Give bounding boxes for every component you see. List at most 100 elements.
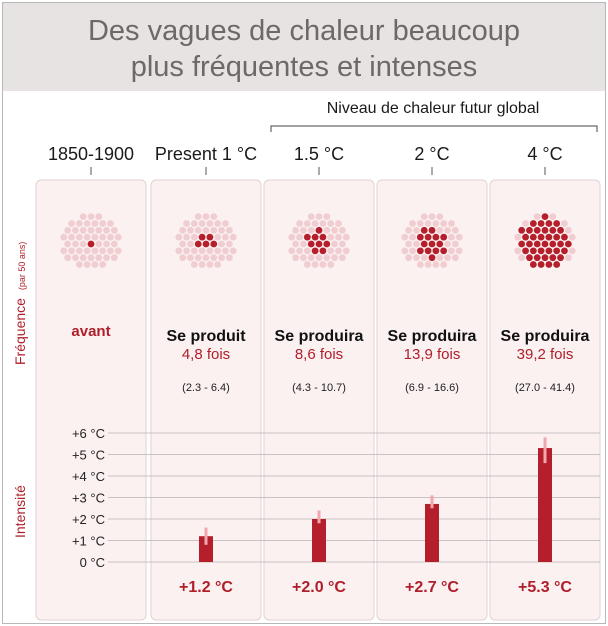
frequency-dot-0-10 — [75, 247, 83, 255]
frequency-dot-3-45 — [451, 254, 459, 262]
frequency-dot-1-34 — [225, 240, 233, 248]
frequency-dot-0-41 — [95, 213, 103, 221]
frequency-text-3: Se produira — [388, 328, 477, 345]
intensity-value-label-1: +1.2 °C — [179, 579, 233, 596]
frequency-dot-3-7 — [428, 226, 436, 234]
frequency-dot-2-23 — [296, 233, 303, 241]
frequency-dots — [60, 213, 576, 268]
frequency-dot-3-24 — [448, 233, 455, 241]
frequency-dot-3-21 — [413, 226, 420, 234]
y-tick-label-2: +2 °C — [72, 512, 105, 527]
frequency-dot-3-41 — [436, 213, 444, 221]
frequency-dot-4-43 — [561, 220, 568, 227]
frequency-dot-0-40 — [79, 213, 87, 221]
frequency-multiplier-3: 13,9 fois — [404, 346, 461, 363]
frequency-dot-1-33 — [179, 240, 187, 248]
frequency-dot-2-4 — [323, 240, 331, 248]
frequency-dot-3-48 — [401, 247, 409, 255]
frequency-dot-0-4 — [95, 240, 103, 248]
frequency-dot-4-3 — [533, 240, 541, 248]
row-label-frequency: Fréquence (par 50 ans) — [12, 242, 28, 365]
frequency-dot-4-15 — [526, 240, 533, 248]
frequency-dot-1-15 — [187, 240, 194, 248]
frequency-dot-4-13 — [533, 226, 541, 234]
intensity-value-label-3: +2.7 °C — [405, 579, 459, 596]
frequency-dot-1-11 — [214, 247, 222, 255]
frequency-dot-1-41 — [210, 213, 218, 221]
intensity-value-labels: +1.2 °C +2.0 °C +2.7 °C +5.3 °C — [179, 579, 572, 596]
frequency-dot-1-45 — [225, 254, 233, 262]
frequency-dot-3-47 — [455, 233, 463, 241]
frequency-dot-0-7 — [87, 226, 95, 234]
intensity-bars — [199, 437, 552, 562]
intensity-bar-3 — [425, 503, 439, 562]
column-card-3 — [376, 179, 488, 621]
frequency-dot-1-23 — [183, 233, 190, 241]
frequency-dot-4-19 — [537, 220, 545, 227]
frequency-dot-4-47 — [568, 233, 576, 241]
frequency-range-2: (4.3 - 10.7) — [292, 382, 346, 394]
frequency-dot-1-44 — [179, 254, 187, 262]
frequency-dot-0-24 — [107, 233, 114, 241]
intensity-value-label-4: +5.3 °C — [518, 579, 572, 596]
frequency-dot-1-47 — [229, 233, 237, 241]
frequency-dot-2-6 — [319, 247, 327, 255]
intensity-bar-4 — [538, 448, 552, 562]
frequency-dot-4-25 — [522, 247, 529, 255]
frequency-dot-4-29 — [537, 261, 545, 268]
intensity-grid: 0 °C +1 °C +2 °C +3 °C +4 °C +5 °C +6 °C — [72, 426, 600, 570]
frequency-dot-2-38 — [292, 226, 300, 234]
frequency-dot-3-31 — [416, 220, 424, 227]
frequency-dot-2-10 — [303, 247, 311, 255]
frequency-dot-4-21 — [526, 226, 533, 234]
frequency-dot-3-20 — [432, 220, 440, 227]
frequency-dot-3-49 — [455, 247, 463, 255]
frequency-dot-4-31 — [529, 220, 537, 227]
frequency-dot-3-33 — [405, 240, 413, 248]
frequency-dot-0-34 — [110, 240, 118, 248]
column-header-4: 4 °C — [527, 144, 562, 164]
frequency-dot-4-48 — [514, 247, 522, 255]
frequency-multiplier-2: 8,6 fois — [295, 346, 343, 363]
frequency-dot-4-38 — [518, 226, 526, 234]
frequency-dot-1-48 — [175, 247, 183, 255]
frequency-dot-0-33 — [64, 240, 72, 248]
frequency-dot-1-36 — [214, 261, 222, 268]
frequency-dot-2-37 — [315, 213, 323, 221]
frequency-dot-2-17 — [307, 254, 315, 262]
frequency-dot-3-22 — [444, 226, 451, 234]
frequency-dot-2-42 — [296, 220, 303, 227]
frequency-dot-4-32 — [553, 220, 561, 227]
frequency-dot-2-7 — [315, 226, 323, 234]
frequency-dot-3-13 — [420, 226, 428, 234]
frequency-range-3: (6.9 - 16.6) — [405, 382, 459, 394]
frequency-dot-3-40 — [420, 213, 428, 221]
frequency-dot-1-14 — [210, 226, 218, 234]
frequency-dot-1-32 — [214, 220, 222, 227]
frequency-dot-2-21 — [300, 226, 307, 234]
frequency-dot-3-5 — [424, 247, 432, 255]
frequency-dot-2-40 — [307, 213, 315, 221]
frequency-dot-1-40 — [194, 213, 202, 221]
frequency-dot-1-39 — [225, 226, 233, 234]
frequency-dot-4-24 — [561, 233, 568, 241]
frequency-dot-2-22 — [331, 226, 338, 234]
frequency-dot-2-3 — [307, 240, 315, 248]
frequency-dot-3-42 — [409, 220, 416, 227]
intensity-bar-1 — [199, 536, 213, 562]
frequency-dot-4-1 — [537, 233, 545, 241]
frequency-dot-4-16 — [557, 240, 564, 248]
frequency-dot-2-29 — [311, 261, 319, 268]
column-card-0 — [35, 179, 147, 621]
row-label-frequency-text: Fréquence — [12, 298, 28, 365]
frequency-dot-0-42 — [68, 220, 75, 227]
frequency-dot-4-34 — [564, 240, 572, 248]
frequency-dot-1-8 — [190, 233, 198, 241]
frequency-dot-3-17 — [420, 254, 428, 262]
frequency-dot-1-12 — [202, 254, 210, 262]
frequency-dot-0-45 — [110, 254, 118, 262]
frequency-dot-3-15 — [413, 240, 420, 248]
frequency-dot-2-15 — [300, 240, 307, 248]
frequency-dot-3-25 — [409, 247, 416, 255]
